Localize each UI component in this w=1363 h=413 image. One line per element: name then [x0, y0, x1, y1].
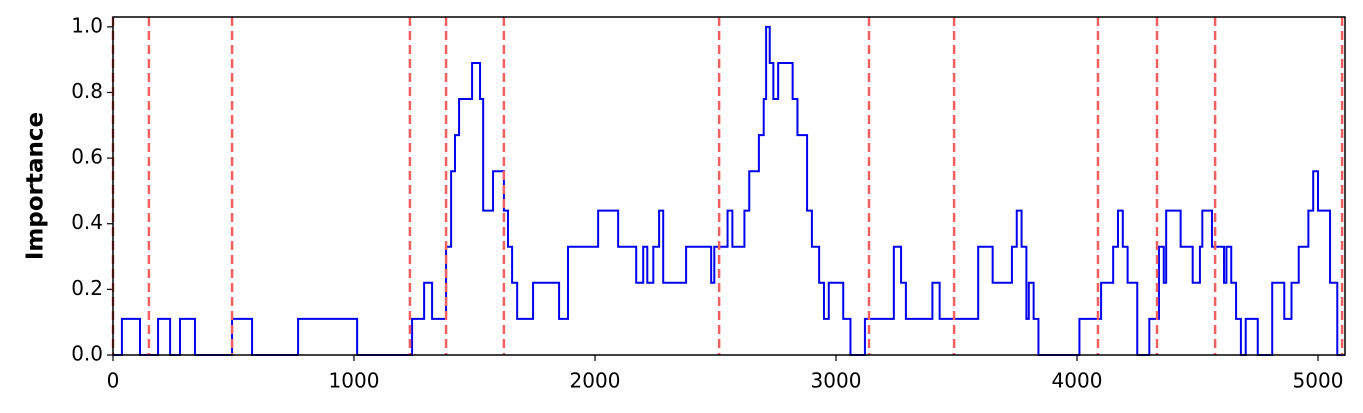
y-tick-label: 0.6 [71, 145, 103, 169]
x-tick-label: 4000 [1052, 369, 1103, 393]
x-tick-label: 1000 [329, 369, 380, 393]
step-line [113, 25, 1345, 356]
x-tick-label: 2000 [570, 369, 621, 393]
x-tick-label: 3000 [811, 369, 862, 393]
plot-frame [112, 16, 1346, 356]
x-tick-label: 0 [107, 369, 120, 393]
y-tick-label: 1.0 [71, 13, 103, 37]
y-tick-label: 0.2 [71, 276, 103, 300]
y-tick-label: 0.4 [71, 210, 103, 234]
y-axis-label: Importance [23, 112, 49, 260]
y-tick-label: 0.0 [71, 342, 103, 366]
x-tick-label: 5000 [1293, 369, 1344, 393]
y-tick-label: 0.8 [71, 79, 103, 103]
